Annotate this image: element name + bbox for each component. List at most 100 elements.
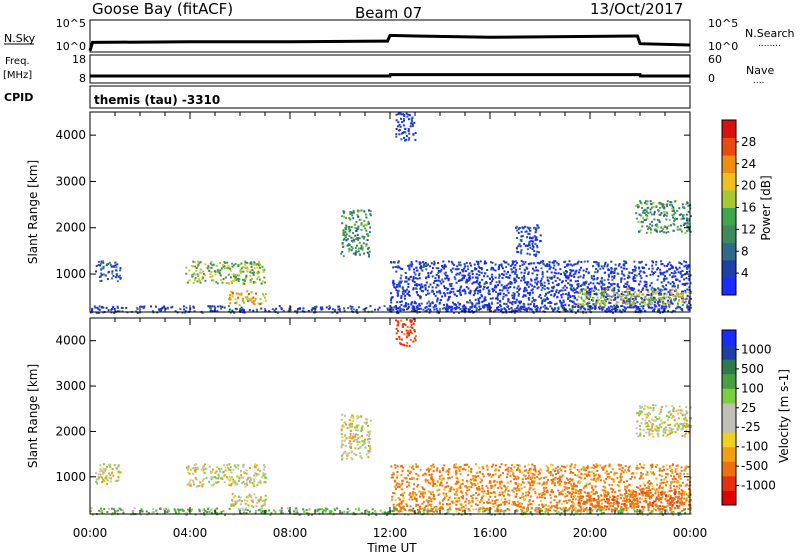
power-cell (526, 236, 529, 239)
velocity-cell (264, 503, 267, 506)
power-cell (119, 269, 122, 272)
power-cell (663, 225, 666, 228)
power-cell (438, 290, 441, 293)
power-cell (689, 303, 692, 306)
power-cell (491, 288, 494, 291)
power-cell (529, 246, 532, 249)
velocity-cell (229, 477, 232, 480)
velocity-cell (410, 332, 413, 335)
power-cell (597, 262, 600, 264)
velocity-cell (406, 325, 409, 328)
power-cell (229, 298, 232, 301)
power-cell (688, 275, 690, 278)
power-cell (650, 292, 653, 295)
power-cell (282, 309, 285, 312)
power-cell (441, 264, 443, 267)
power-cell (571, 289, 574, 292)
power-colorbar-tick-label: 4 (741, 266, 749, 280)
power-cell (657, 292, 660, 295)
velocity-cell (195, 478, 198, 481)
power-cell (219, 305, 222, 308)
power-cell (213, 305, 216, 308)
velocity-cell (254, 472, 257, 474)
velocity-cell (407, 474, 410, 477)
power-cell (584, 297, 587, 300)
velocity-cell (374, 510, 377, 513)
velocity-cell (410, 324, 413, 327)
power-cell (630, 286, 633, 289)
power-cell (666, 203, 669, 206)
power-cell (561, 289, 564, 292)
power-cell (398, 284, 401, 287)
power-cell (245, 274, 248, 277)
velocity-cell (624, 485, 627, 488)
power-cell (478, 300, 481, 303)
power-cell (541, 286, 544, 289)
velocity-cell (570, 504, 573, 507)
velocity-cell (588, 482, 591, 485)
velocity-cell (199, 481, 202, 484)
power-cell (673, 310, 676, 313)
power-cell (656, 226, 659, 229)
velocity-cell (106, 511, 109, 513)
power-cell (645, 283, 648, 286)
power-cell (459, 264, 462, 267)
velocity-cell (355, 453, 358, 456)
power-cell (673, 285, 676, 288)
velocity-cell (552, 468, 555, 471)
power-cell (458, 288, 461, 291)
power-cell (666, 200, 669, 203)
power-cell (483, 283, 486, 285)
power-cell (577, 305, 580, 308)
power-cell (229, 302, 232, 305)
velocity-cell (582, 487, 585, 489)
velocity-cell (611, 498, 614, 501)
power-cell (405, 135, 408, 138)
noise-right-tick-top: 10^5 (708, 17, 738, 30)
power-cell (159, 308, 162, 310)
velocity-cell (398, 510, 401, 513)
velocity-cell (476, 504, 479, 507)
power-cell (429, 283, 432, 286)
velocity-cell (231, 500, 234, 503)
velocity-cell (490, 513, 493, 516)
power-cell (547, 291, 550, 294)
power-cell (582, 311, 585, 314)
power-cell (402, 124, 405, 127)
power-cell (639, 214, 642, 217)
power-cell (531, 288, 534, 291)
power-cell (363, 210, 366, 213)
power-cell (532, 240, 535, 243)
power-cell (271, 308, 274, 311)
power-cell (678, 296, 681, 299)
power-cell (485, 281, 488, 283)
velocity-cell (371, 512, 374, 514)
velocity-cell (521, 478, 524, 481)
power-cell (577, 285, 580, 288)
power-cell (637, 220, 640, 223)
power-cell (348, 228, 351, 231)
power-cell (515, 307, 518, 310)
velocity-cell (476, 482, 479, 485)
velocity-cell (603, 479, 606, 482)
power-cell (617, 294, 620, 297)
power-cell (507, 276, 509, 279)
power-cell (491, 276, 493, 279)
power-cell (410, 122, 412, 125)
velocity-cell (534, 470, 537, 473)
power-cell (638, 266, 641, 269)
power-cell (249, 279, 252, 281)
power-cell (551, 276, 554, 279)
power-cell (574, 271, 577, 273)
velocity-cell (356, 416, 359, 419)
velocity-cell (106, 479, 109, 482)
power-cell (674, 288, 677, 291)
power-cell (592, 297, 595, 300)
power-cell (413, 271, 416, 274)
power-cell (403, 119, 405, 122)
velocity-cell (557, 511, 560, 514)
velocity-cell (264, 494, 267, 497)
power-cell (470, 301, 473, 304)
power-cell (119, 277, 122, 280)
power-cell (635, 293, 638, 296)
